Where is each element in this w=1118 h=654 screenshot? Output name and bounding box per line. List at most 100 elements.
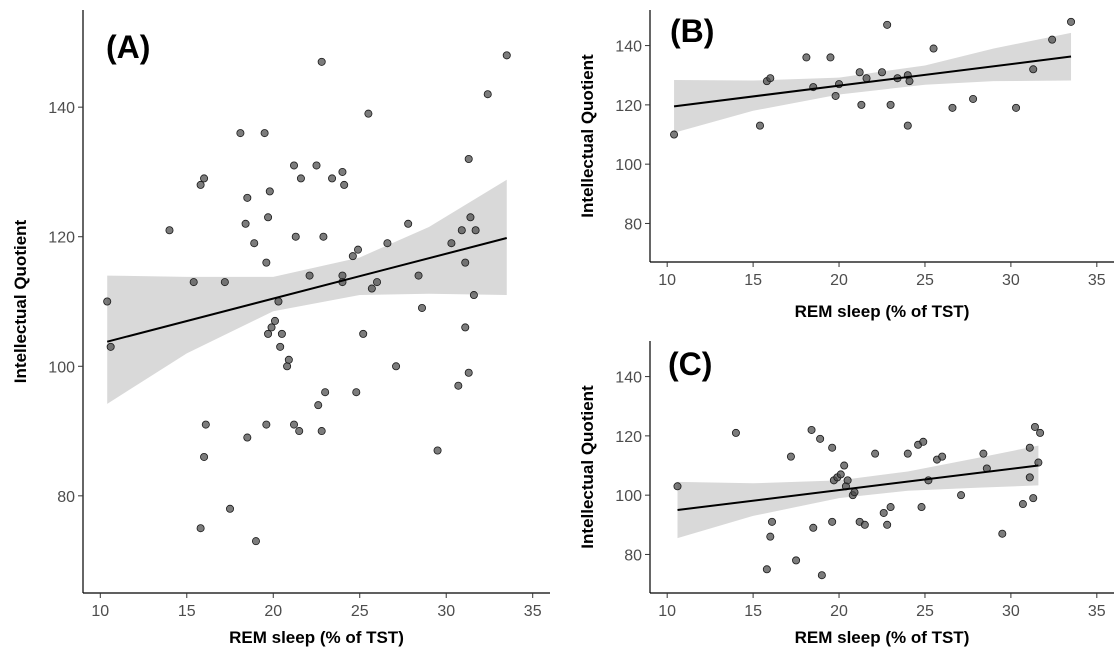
data-point <box>196 524 205 533</box>
data-point <box>903 121 912 130</box>
data-point <box>929 44 938 53</box>
y-tick-label: 100 <box>48 359 75 376</box>
data-point <box>731 428 740 437</box>
y-axis-title: Intellectual Quotient <box>11 219 30 383</box>
x-tick-label: 35 <box>524 603 542 620</box>
data-point <box>418 303 427 312</box>
data-point <box>314 401 323 410</box>
data-point <box>338 167 347 176</box>
data-point <box>1030 422 1039 431</box>
x-axis-title: REM sleep (% of TST) <box>229 628 404 647</box>
data-point <box>348 252 357 261</box>
data-point <box>274 297 283 306</box>
x-tick-label: 10 <box>658 603 676 620</box>
data-point <box>270 316 279 325</box>
data-point <box>919 437 928 446</box>
data-point <box>433 446 442 455</box>
x-tick-label: 30 <box>1002 272 1020 289</box>
data-point <box>189 278 198 287</box>
y-tick-label: 80 <box>624 216 642 233</box>
x-tick-label: 30 <box>437 603 455 620</box>
data-point <box>241 219 250 228</box>
data-point <box>1025 443 1034 452</box>
data-point <box>328 174 337 183</box>
data-point <box>670 130 679 139</box>
x-tick-label: 25 <box>916 603 934 620</box>
data-point <box>454 381 463 390</box>
data-point <box>262 420 271 429</box>
y-tick-label: 80 <box>57 489 75 506</box>
data-point <box>1067 17 1076 26</box>
data-point <box>364 109 373 118</box>
x-tick-label: 30 <box>1002 603 1020 620</box>
data-point <box>792 556 801 565</box>
data-point <box>831 91 840 100</box>
data-point <box>220 278 229 287</box>
data-point <box>290 161 299 170</box>
x-tick-label: 20 <box>264 603 282 620</box>
data-point <box>673 482 682 491</box>
x-tick-label: 20 <box>830 272 848 289</box>
data-point <box>243 433 252 442</box>
data-point <box>862 74 871 83</box>
data-point <box>886 100 895 109</box>
data-point <box>291 232 300 241</box>
data-point <box>998 529 1007 538</box>
data-point <box>1036 428 1045 437</box>
data-point <box>903 449 912 458</box>
data-point <box>284 355 293 364</box>
data-point <box>226 504 235 513</box>
data-point <box>461 323 470 332</box>
regression-line <box>673 55 1072 108</box>
data-point <box>483 90 492 99</box>
data-point <box>359 329 368 338</box>
data-point <box>1025 473 1034 482</box>
data-point <box>843 476 852 485</box>
data-point <box>886 503 895 512</box>
data-point <box>871 449 880 458</box>
data-point <box>276 342 285 351</box>
y-tick-label: 80 <box>624 547 642 564</box>
data-point <box>762 565 771 574</box>
data-point <box>1048 35 1057 44</box>
data-point <box>447 239 456 248</box>
data-point <box>502 51 511 60</box>
data-point <box>857 100 866 109</box>
x-tick-label: 35 <box>1088 272 1106 289</box>
data-point <box>1029 65 1038 74</box>
data-point <box>766 74 775 83</box>
y-tick-label: 100 <box>615 157 642 174</box>
data-point <box>251 537 260 546</box>
data-point <box>296 174 305 183</box>
data-point <box>201 420 210 429</box>
data-point <box>262 258 271 267</box>
panel-label: (C) <box>668 346 712 382</box>
y-axis-title: Intellectual Quotient <box>578 385 597 549</box>
y-tick-label: 120 <box>615 429 642 446</box>
data-point <box>354 245 363 254</box>
data-point <box>938 452 947 461</box>
x-axis-title: REM sleep (% of TST) <box>795 628 970 647</box>
data-point <box>352 388 361 397</box>
data-point <box>457 226 466 235</box>
data-point <box>1018 500 1027 509</box>
x-tick-label: 20 <box>830 603 848 620</box>
panel-label: (B) <box>670 13 714 49</box>
panel-c: 10 15 20 25 30 35 80 100 120 140 REM sleep (% of T… <box>578 341 1114 647</box>
data-point <box>340 180 349 189</box>
data-point <box>277 329 286 338</box>
data-point <box>883 20 892 29</box>
y-tick-label: 140 <box>615 370 642 387</box>
data-point <box>264 213 273 222</box>
data-point <box>807 425 816 434</box>
data-point <box>826 53 835 62</box>
data-point <box>200 174 209 183</box>
data-point <box>200 452 209 461</box>
panel-a: 10 15 20 25 30 35 80 100 120 140 REM sleep (% of T… <box>11 10 550 647</box>
data-point <box>367 284 376 293</box>
data-point <box>243 193 252 202</box>
data-point <box>809 523 818 532</box>
data-point <box>828 517 837 526</box>
data-point <box>295 427 304 436</box>
